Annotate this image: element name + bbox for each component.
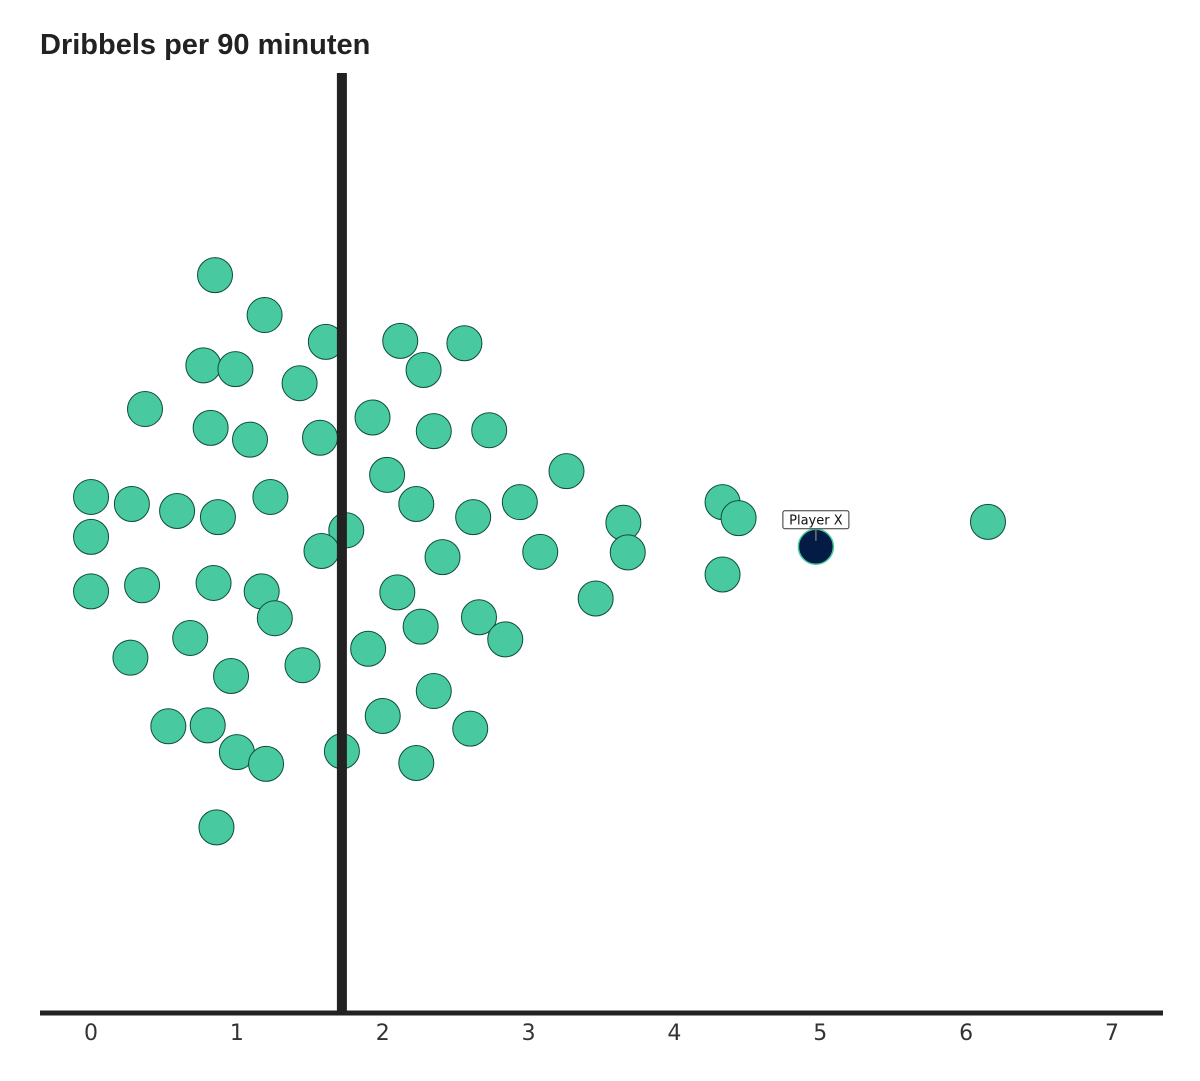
x-tick-label: 1 (230, 1021, 244, 1046)
data-point (217, 351, 254, 388)
data-point (455, 499, 492, 536)
data-point (159, 493, 196, 530)
data-point (252, 478, 289, 515)
data-point (256, 600, 293, 637)
data-point (281, 365, 318, 402)
x-tick-label: 5 (813, 1021, 827, 1046)
data-point (302, 419, 339, 456)
data-point (379, 574, 416, 611)
data-point (192, 409, 229, 446)
x-tick-label: 7 (1105, 1021, 1119, 1046)
data-point (199, 499, 236, 536)
data-point (398, 485, 435, 522)
data-point (303, 532, 340, 569)
x-axis-ticks: 0 1 2 3 4 5 6 7 (84, 1021, 1119, 1046)
highlight-label-box (782, 510, 850, 530)
data-point (487, 621, 524, 658)
data-point (213, 658, 250, 695)
highlighted-player: Player X (782, 510, 850, 566)
data-point (172, 619, 209, 656)
data-point (73, 573, 110, 610)
data-point (548, 453, 585, 490)
data-point (471, 412, 508, 449)
data-point (424, 539, 461, 576)
data-point (452, 710, 489, 747)
data-point (284, 647, 321, 684)
data-point (704, 556, 741, 593)
data-point (150, 708, 187, 745)
data-point (402, 608, 439, 645)
data-point (405, 352, 442, 389)
data-point (73, 478, 110, 515)
highlight-label: Player X (789, 513, 843, 528)
data-point (501, 484, 538, 521)
data-point (720, 500, 757, 537)
data-point (577, 580, 614, 617)
data-point (522, 533, 559, 570)
data-point (369, 456, 406, 493)
data-point (364, 697, 401, 734)
data-point (112, 639, 149, 676)
data-point (246, 297, 283, 334)
data-point (73, 518, 110, 555)
x-tick-label: 3 (522, 1021, 536, 1046)
data-point (382, 322, 419, 359)
x-tick-label: 6 (959, 1021, 973, 1046)
data-point (197, 257, 234, 294)
x-tick-label: 0 (84, 1021, 98, 1046)
data-point (415, 413, 452, 450)
data-point (609, 534, 646, 571)
data-point (248, 745, 285, 782)
data-point (969, 503, 1006, 540)
data-points (73, 257, 1006, 846)
data-point (185, 347, 222, 384)
data-point (195, 564, 232, 601)
data-point (446, 325, 483, 362)
data-point (415, 673, 452, 710)
data-point (124, 567, 161, 604)
data-point (232, 421, 269, 458)
chart-title: Dribbels per 90 minuten (40, 29, 370, 61)
x-tick-label: 2 (376, 1021, 390, 1046)
data-point (354, 399, 391, 436)
data-point (198, 809, 235, 846)
data-point (189, 707, 226, 744)
data-point (127, 391, 164, 428)
data-point (398, 744, 435, 781)
data-point (350, 630, 387, 667)
x-tick-label: 4 (667, 1021, 681, 1046)
data-point (460, 599, 497, 636)
data-point (113, 485, 150, 522)
